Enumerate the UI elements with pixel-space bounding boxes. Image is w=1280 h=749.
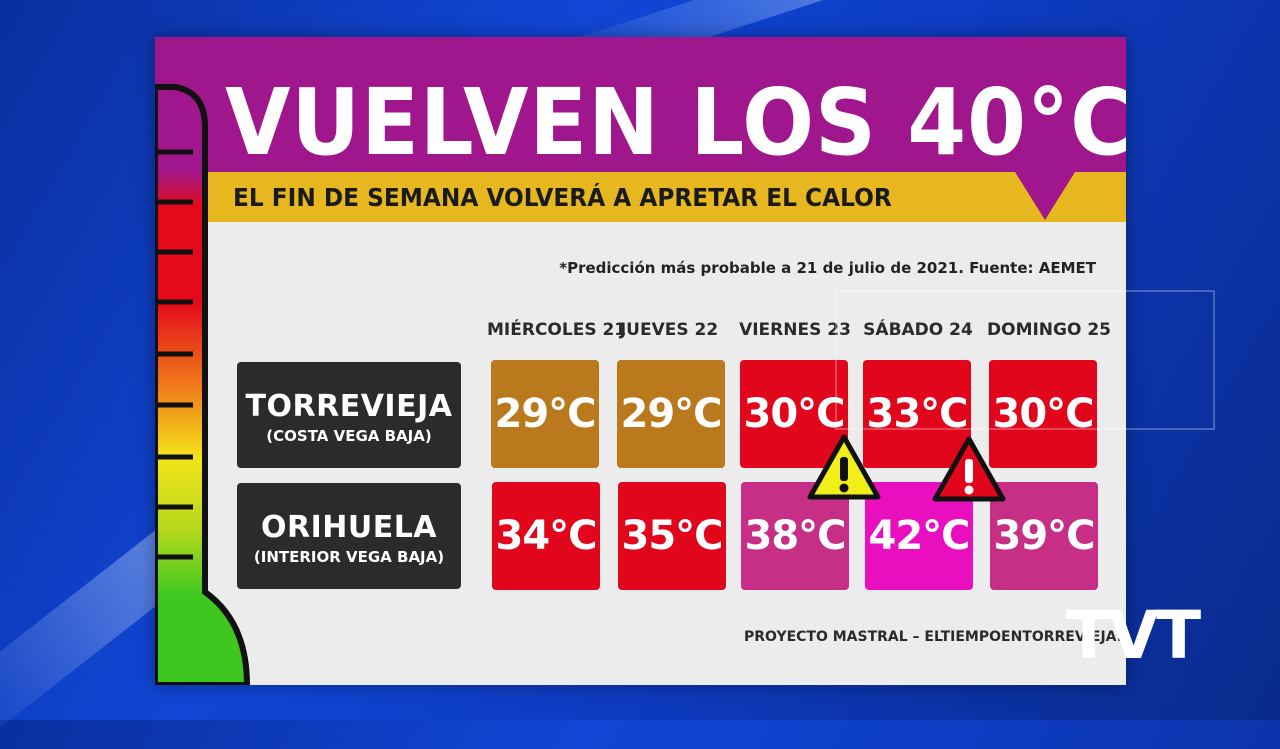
source-note: *Predicción más probable a 21 de julio d… <box>559 259 1096 277</box>
day-header: SÁBADO 24 <box>863 320 973 340</box>
temperature-cell: 29°C <box>491 360 599 468</box>
page-title: VUELVEN LOS 40°C <box>225 69 1126 176</box>
temperature-cell: 35°C <box>618 482 726 590</box>
temperature-cell: 38°C <box>741 482 849 590</box>
warning-red-icon <box>932 436 1006 502</box>
city-label-orihuela: ORIHUELA (INTERIOR VEGA BAJA) <box>237 483 461 589</box>
temperature-cell: 30°C <box>740 360 848 468</box>
day-header: DOMINGO 25 <box>987 320 1112 340</box>
weather-card: VUELVEN LOS 40°C EL FIN DE SEMANA VOLVER… <box>155 37 1126 685</box>
temperature-cell: 29°C <box>617 360 725 468</box>
city-label-torrevieja: TORREVIEJA (COSTA VEGA BAJA) <box>237 362 461 468</box>
warning-yellow-icon <box>807 434 881 500</box>
city-name: ORIHUELA <box>260 510 438 545</box>
temperature-cell: 33°C <box>863 360 971 468</box>
city-region: (INTERIOR VEGA BAJA) <box>253 548 445 566</box>
day-header: JUEVES 22 <box>619 320 719 340</box>
thermometer-graphic <box>155 84 251 685</box>
city-name: TORREVIEJA <box>245 389 453 424</box>
header-bar <box>155 37 1126 172</box>
subtitle-bar <box>155 172 1126 222</box>
day-header: VIERNES 23 <box>739 320 851 340</box>
speech-notch <box>1015 172 1075 220</box>
subtitle: EL FIN DE SEMANA VOLVERÁ A APRETAR EL CA… <box>233 183 892 212</box>
temperature-cell: 39°C <box>990 482 1098 590</box>
tvt-logo: TVT <box>1066 597 1201 674</box>
day-header: MIÉRCOLES 21 <box>487 320 627 340</box>
footer-credit: PROYECTO MASTRAL – ELTIEMPOENTORREVIEJA.… <box>744 629 1126 645</box>
temperature-cell: 34°C <box>492 482 600 590</box>
city-region: (COSTA VEGA BAJA) <box>266 427 432 445</box>
temperature-cell: 30°C <box>989 360 1097 468</box>
